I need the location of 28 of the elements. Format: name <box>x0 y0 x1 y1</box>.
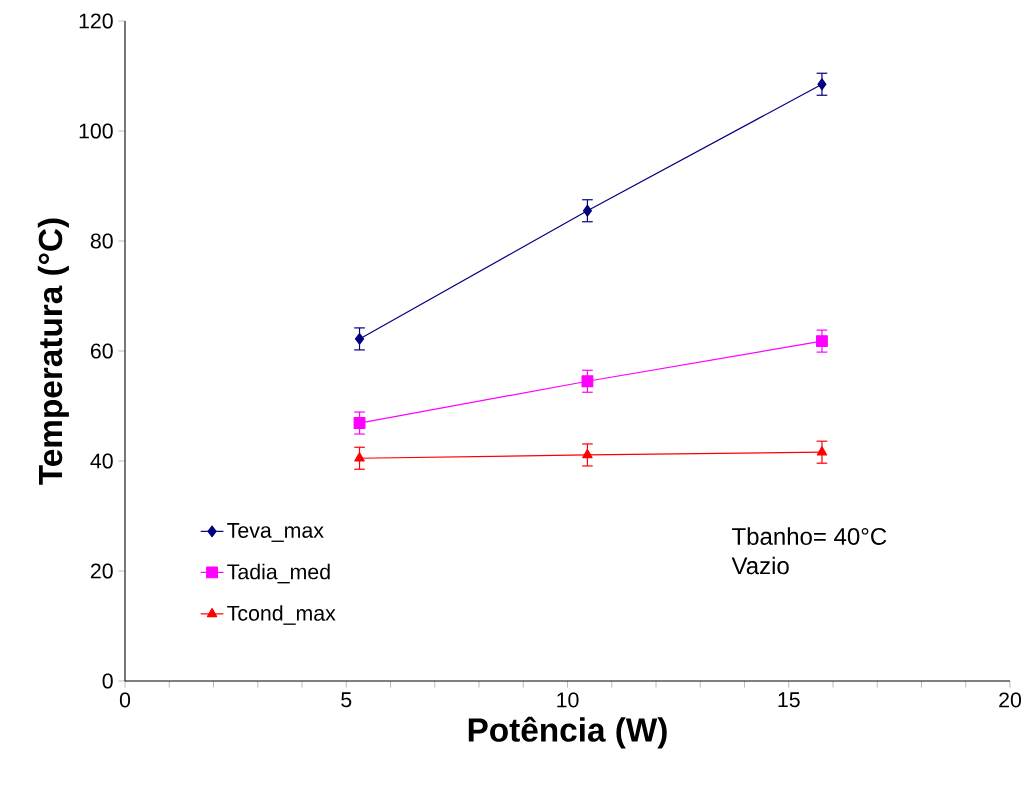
y-tick-label: 20 <box>90 563 113 579</box>
legend-label: Tcond_max <box>227 605 336 625</box>
y-tick-label: 0 <box>102 673 113 689</box>
point <box>354 332 365 345</box>
x-tick-label: 10 <box>557 692 579 708</box>
point <box>354 452 365 462</box>
point <box>817 78 827 91</box>
y-tick-label: 40 <box>90 453 113 469</box>
y-axis-title: Temperatura (°C) <box>37 218 69 485</box>
point <box>582 449 593 459</box>
annotation: Tbanho= 40°C <box>732 527 887 545</box>
y-tick-label: 100 <box>79 123 113 139</box>
x-tick-label: 0 <box>119 692 131 708</box>
x-tick-label: 5 <box>341 692 352 708</box>
x-tick-label: 20 <box>999 692 1022 708</box>
point <box>816 335 828 348</box>
x-axis-title: Potência (W) <box>468 716 667 749</box>
y-tick-label: 80 <box>90 233 113 249</box>
point <box>353 417 366 429</box>
annotation: Vazio <box>731 556 789 575</box>
point <box>582 204 593 217</box>
y-tick-label: 120 <box>79 13 113 29</box>
point <box>816 446 828 456</box>
legend-label: Tadia_med <box>227 563 330 584</box>
y-tick-label: 60 <box>90 343 113 359</box>
point <box>581 375 594 388</box>
x-tick-label: 15 <box>778 692 800 708</box>
legend-label: Teva_max <box>227 523 324 542</box>
